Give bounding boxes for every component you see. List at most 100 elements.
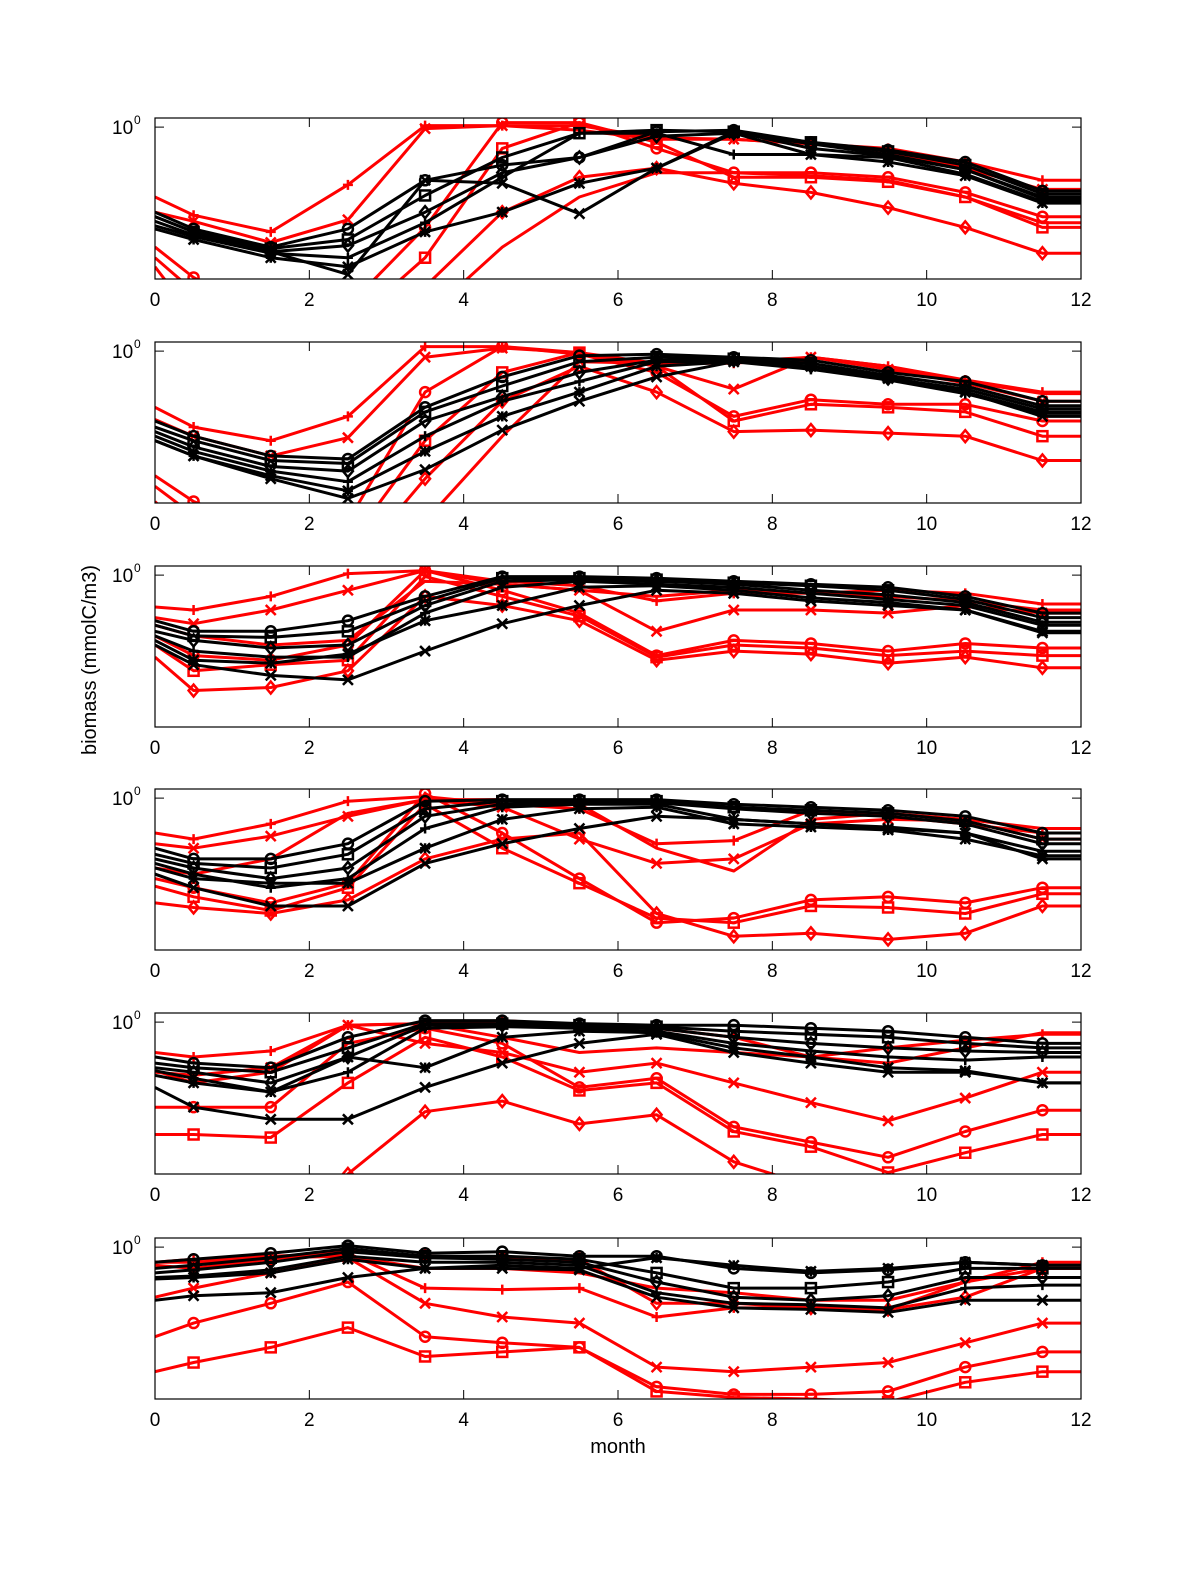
series-red-plus [155,120,1081,237]
marker-x [573,822,586,835]
x-tick-label: 4 [458,738,469,759]
x-tick-label: 12 [1070,961,1091,982]
marker-x [727,587,740,600]
marker-star [496,410,509,423]
marker-x [264,1113,277,1126]
marker-square [341,457,355,470]
series-red-diamond [189,1093,970,1247]
marker-star [496,599,509,612]
marker-circle [496,158,509,172]
marker-x [1036,1294,1049,1307]
marker-square [187,1356,200,1369]
marker-plus [497,172,508,183]
x-tick-label: 2 [304,738,315,759]
marker-x [573,207,586,220]
x-tick-label: 8 [767,738,778,759]
marker-star [1036,405,1049,418]
marker-x [882,822,894,835]
marker-star [496,813,509,826]
marker-x [419,463,431,476]
series-line [345,1099,778,1174]
marker-x [264,900,277,912]
marker-diamond [958,219,972,236]
x-tick-label: 12 [1070,290,1091,311]
marker-plus [342,252,353,263]
marker-diamond [649,905,664,922]
series-red-square [155,1321,1081,1399]
series-red-diamond [155,588,1081,699]
x-tick-label: 0 [150,290,161,311]
marker-x [342,213,354,226]
marker-plus [574,1283,585,1294]
marker-diamond [572,149,587,166]
marker-x [1036,1317,1049,1329]
marker-plus [1037,1280,1048,1291]
marker-x [882,1066,894,1079]
marker-plus [497,396,508,407]
series-black-x [155,810,1081,912]
marker-square [881,401,895,414]
marker-star [573,386,586,399]
marker-plus [342,796,353,807]
x-tick-label: 6 [613,290,624,311]
marker-diamond [804,422,818,439]
marker-x [959,1066,972,1079]
marker-star [187,654,200,667]
marker-star [1036,849,1049,862]
marker-plus [497,1284,508,1295]
marker-plus [1037,175,1048,186]
marker-square [341,625,355,638]
marker-circle [1036,1103,1049,1117]
series-line [155,1029,1081,1094]
marker-star [805,1265,817,1278]
marker-x [727,1301,740,1314]
marker-x [187,658,200,671]
marker-x [650,1361,663,1373]
marker-plus [497,802,508,813]
x-tick-label: 4 [458,514,469,535]
series-group [155,118,1081,322]
series-line [155,575,1081,633]
marker-star [342,1051,354,1063]
marker-diamond [189,1235,199,1247]
marker-plus [960,1283,971,1294]
marker-diamond [649,652,664,669]
marker-x [1036,852,1049,865]
x-tick-label: 8 [767,961,778,982]
marker-circle [266,312,276,322]
marker-x [187,226,200,238]
series-group [155,1239,1081,1399]
marker-diamond [960,1226,970,1238]
series-line [155,798,1081,861]
y-tick-label: 10 [112,118,133,139]
x-tick-label: 8 [767,1185,778,1206]
marker-circle [418,794,432,808]
marker-star [264,469,277,482]
marker-plus [188,646,199,657]
series-black-x [155,125,1081,279]
marker-star [805,1051,817,1063]
y-tick-label-exponent: 0 [134,337,141,351]
marker-square [418,802,432,815]
x-tick-label: 6 [613,514,624,535]
marker-square [959,405,972,419]
series-red-plus [155,342,1081,446]
marker-x [342,1113,354,1126]
marker-plus [188,605,199,616]
marker-square [959,1376,972,1389]
marker-x [342,584,354,597]
marker-circle [187,271,200,279]
marker-diamond [958,925,972,942]
series-line [155,569,1081,633]
marker-star [342,484,354,497]
series-line [155,1326,1081,1399]
marker-plus [960,1055,971,1066]
marker-circle [1036,1345,1049,1359]
marker-diamond [266,574,276,586]
series-line [155,814,1081,908]
y-tick-label-exponent: 0 [134,561,141,575]
x-tick-label: 6 [613,961,624,982]
marker-circle [496,118,509,129]
